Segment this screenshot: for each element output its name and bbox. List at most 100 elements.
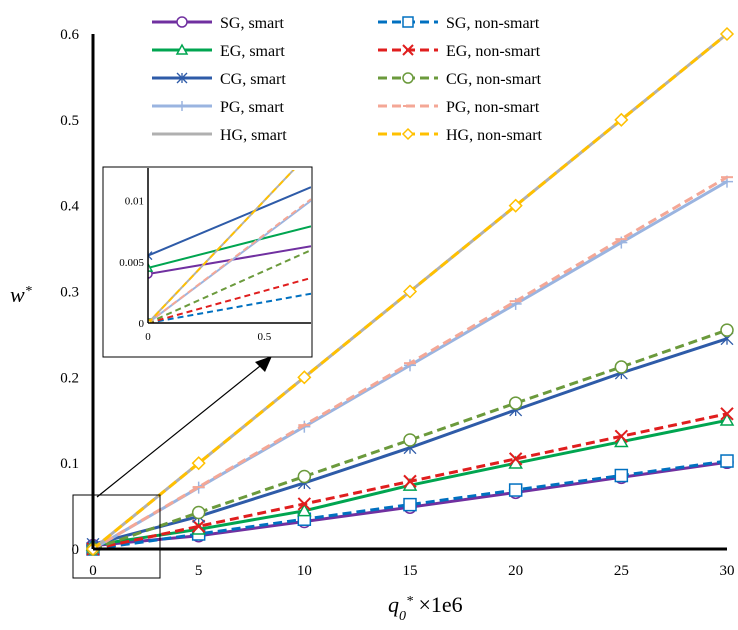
- y-tick-label-0: 0: [72, 542, 80, 558]
- x-axis-label-sub: 0: [399, 609, 406, 624]
- legend-item-5: CG, non-smart: [378, 71, 542, 88]
- series-9-point-3-shape: [402, 284, 418, 299]
- series-6-point-3: [404, 359, 416, 372]
- series-5-point-5: [614, 360, 629, 374]
- zoom-arrowhead: [255, 356, 272, 372]
- legend-marker-9-shape: [401, 127, 415, 141]
- series-1-point-4-shape: [508, 483, 523, 497]
- x-tick-label-1: 5: [195, 563, 203, 579]
- y-axis-title: w*: [10, 282, 32, 307]
- series-3-point-2-stroke-b: [297, 497, 312, 511]
- legend-label-0: SG, smart: [220, 15, 285, 32]
- x-tick-label-3: 15: [403, 563, 418, 579]
- series-5-point-6-shape: [720, 323, 734, 337]
- legend-item-0: SG, smart: [152, 15, 285, 32]
- series-1-point-3-shape: [403, 497, 417, 512]
- series-5-point-2: [297, 469, 312, 484]
- legend-marker-1-shape: [402, 16, 414, 28]
- y-axis-label-main: w: [10, 282, 25, 307]
- inset-series: [148, 170, 311, 323]
- legend-marker-0: [176, 16, 188, 28]
- legend-marker-3: [402, 44, 414, 56]
- x-axis-label-sup: *: [406, 594, 413, 609]
- series-5-point-3: [403, 433, 417, 447]
- legend-marker-5-shape: [402, 72, 414, 84]
- series-9: [85, 26, 735, 557]
- series-9-point-4-shape: [508, 198, 523, 213]
- legend-label-7: PG, non-smart: [446, 99, 540, 116]
- series-3-point-5-stroke-b: [614, 429, 629, 444]
- inset-series-9-point-0-shape: [148, 317, 154, 323]
- series-1-point-5: [614, 468, 629, 483]
- inset-series-4-point-0: [148, 251, 153, 261]
- x-tick-label-2: 10: [297, 563, 312, 579]
- inset-y-tick-1: 0.005: [119, 257, 144, 269]
- legend: SG, smart SG, non-smart EG, smart EG, non-s…: [152, 15, 543, 144]
- series-9-point-4: [508, 198, 523, 213]
- series-1: [86, 454, 734, 556]
- legend-marker-1: [402, 16, 414, 28]
- x-tick-label-0: 0: [89, 563, 97, 579]
- legend-item-3: EG, non-smart: [378, 43, 541, 60]
- series-9-point-6-shape: [719, 26, 735, 42]
- legend-marker-2-shape: [175, 43, 189, 55]
- series-9-point-2: [297, 370, 312, 385]
- series-3: [86, 407, 734, 556]
- legend-label-4: CG, smart: [220, 71, 286, 88]
- series-1-point-6: [720, 454, 734, 468]
- series-5-point-1: [191, 505, 206, 520]
- inset-series-line-8: [148, 170, 295, 323]
- series-9-point-2-shape: [297, 370, 312, 385]
- series-5-point-4: [508, 396, 523, 410]
- legend-label-1: SG, non-smart: [446, 15, 540, 32]
- legend-marker-6: [177, 101, 187, 111]
- series-1-point-4: [508, 483, 523, 497]
- series-2-point-2-shape: [297, 503, 312, 517]
- series-9-point-1: [191, 456, 206, 471]
- series-2-point-6: [719, 412, 735, 426]
- series-2-point-5: [614, 434, 629, 448]
- series-5-point-3-shape: [403, 433, 417, 447]
- series-3-point-4-stroke-b: [508, 452, 523, 466]
- zoom-connector: [96, 361, 266, 498]
- legend-marker-2: [175, 43, 189, 55]
- inset-series-0-point-0: [148, 269, 153, 279]
- inset-series-4-point-0-stroke-b: [148, 251, 153, 257]
- legend-item-7: PG, non-smart: [378, 99, 540, 116]
- series-3-point-2: [297, 497, 312, 511]
- inset-frame: [102, 166, 313, 358]
- legend-item-9: HG, non-smart: [378, 127, 543, 144]
- series-9-point-1-shape: [191, 456, 206, 471]
- legend-item-6: PG, smart: [152, 99, 285, 116]
- series-9-point-5-shape: [614, 112, 629, 127]
- zoom-box: [72, 494, 161, 579]
- series-1-point-5-shape: [614, 468, 629, 483]
- axes: 0 5 10 15 20 25 30 0 0.1 0.2 0.3 0.4 0.5 0.6: [60, 27, 734, 579]
- series-2-point-6-shape: [719, 412, 735, 426]
- series-3-point-6: [720, 407, 734, 421]
- legend-item-1: SG, non-smart: [378, 15, 540, 32]
- series-2-point-5-shape: [614, 434, 629, 448]
- series-3-point-6-stroke-b: [720, 407, 734, 421]
- x-axis-label-main: q: [388, 592, 399, 617]
- legend-label-6: PG, smart: [220, 99, 285, 116]
- x-axis-title: q0* ×1e6: [388, 592, 463, 624]
- inset-series-line-4: [148, 186, 311, 257]
- series-1-point-3: [403, 497, 417, 512]
- x-tick-label-6: 30: [720, 563, 735, 579]
- inset-series-9-point-0: [148, 317, 154, 323]
- series-2-point-2: [297, 503, 312, 517]
- series-3-point-1: [191, 519, 206, 533]
- legend-label-5: CG, non-smart: [446, 71, 542, 88]
- legend-marker-0-shape: [176, 16, 188, 28]
- inset-series-line-2: [148, 225, 311, 269]
- y-tick-label-5: 0.5: [60, 113, 79, 129]
- legend-item-4: CG, smart: [152, 71, 286, 88]
- legend-label-2: EG, smart: [220, 43, 285, 60]
- legend-marker-4: [176, 72, 188, 84]
- legend-item-2: EG, smart: [152, 43, 285, 60]
- series-1-point-6-shape: [720, 454, 734, 468]
- x-tick-label-4: 20: [508, 563, 523, 579]
- series-5-point-4-shape: [508, 396, 523, 410]
